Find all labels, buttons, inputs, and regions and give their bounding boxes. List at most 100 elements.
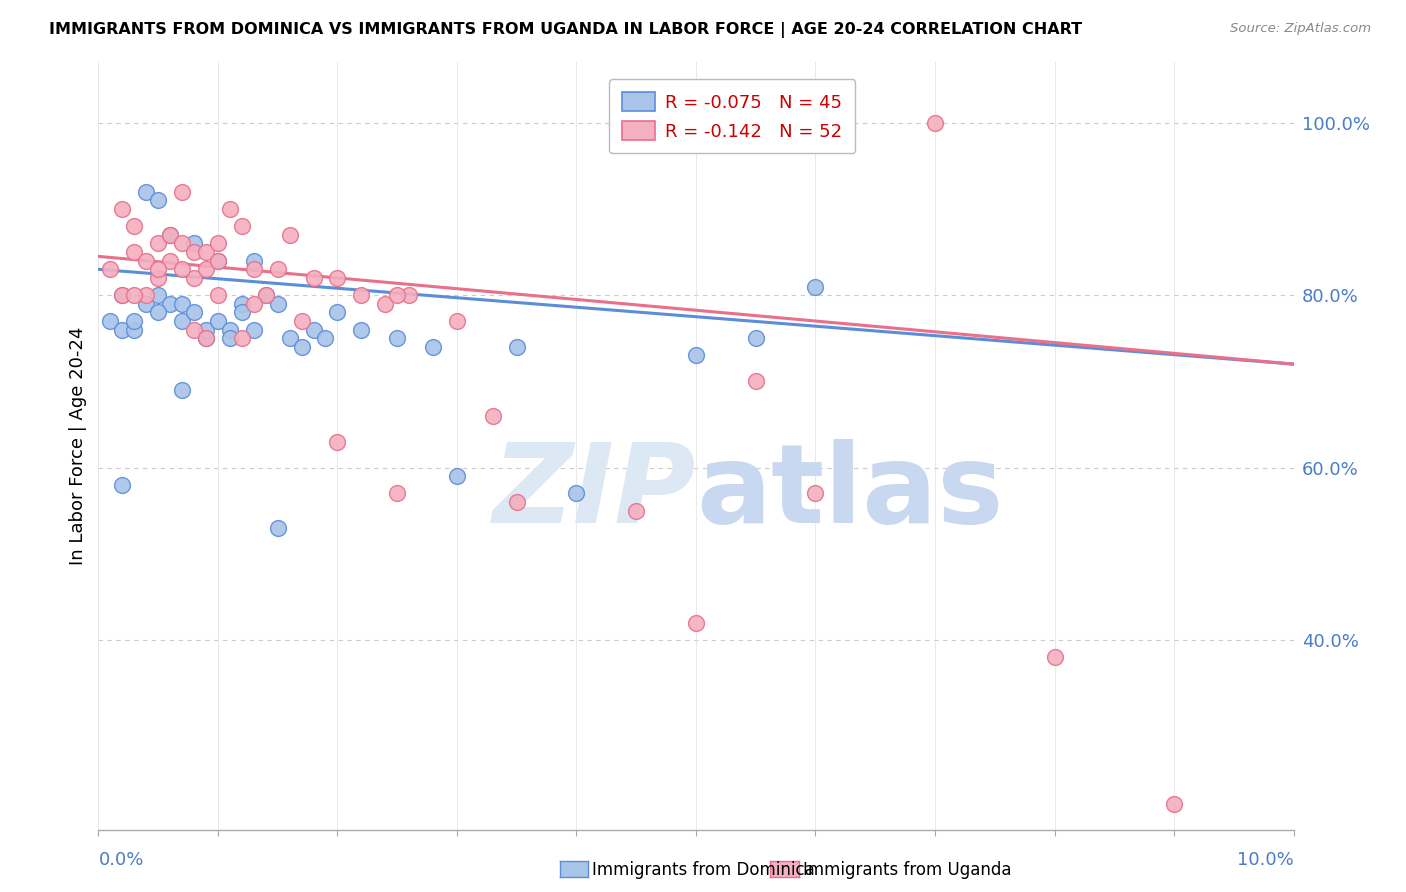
- Point: [183, 271, 205, 285]
- Point: [804, 279, 827, 293]
- Text: 10.0%: 10.0%: [1237, 851, 1294, 869]
- Point: [231, 331, 253, 345]
- Point: [195, 262, 218, 277]
- Point: [159, 227, 181, 242]
- Point: [302, 271, 325, 285]
- Point: [745, 331, 768, 345]
- Point: [148, 271, 170, 285]
- Point: [219, 323, 242, 337]
- Point: [422, 340, 444, 354]
- Y-axis label: In Labor Force | Age 20-24: In Labor Force | Age 20-24: [69, 326, 87, 566]
- Point: [350, 323, 373, 337]
- Point: [148, 262, 170, 277]
- Point: [291, 314, 314, 328]
- Point: [98, 262, 122, 277]
- Point: [124, 245, 146, 260]
- Point: [326, 434, 349, 449]
- Point: [207, 253, 229, 268]
- Point: [207, 253, 229, 268]
- Point: [231, 219, 253, 234]
- Point: [685, 349, 707, 363]
- Point: [278, 227, 301, 242]
- Point: [243, 297, 266, 311]
- Point: [254, 288, 277, 302]
- Point: [231, 305, 253, 319]
- Point: [124, 323, 146, 337]
- Text: Source: ZipAtlas.com: Source: ZipAtlas.com: [1230, 22, 1371, 36]
- Point: [111, 477, 134, 491]
- Point: [159, 253, 181, 268]
- Point: [254, 288, 277, 302]
- Point: [135, 297, 157, 311]
- Point: [148, 288, 170, 302]
- Point: [243, 253, 266, 268]
- Point: [172, 185, 194, 199]
- Point: [506, 495, 529, 509]
- Text: Immigrants from Uganda: Immigrants from Uganda: [803, 861, 1011, 879]
- Point: [219, 331, 242, 345]
- Point: [745, 375, 768, 389]
- Point: [243, 262, 266, 277]
- Point: [183, 305, 205, 319]
- Point: [183, 323, 205, 337]
- Point: [148, 236, 170, 251]
- Text: ZIP: ZIP: [492, 439, 696, 546]
- Legend: R = -0.075   N = 45, R = -0.142   N = 52: R = -0.075 N = 45, R = -0.142 N = 52: [609, 79, 855, 153]
- Point: [207, 314, 229, 328]
- Point: [111, 202, 134, 216]
- Point: [135, 253, 157, 268]
- Point: [1043, 650, 1066, 665]
- Point: [195, 245, 218, 260]
- Point: [398, 288, 420, 302]
- Point: [172, 314, 194, 328]
- Point: [207, 288, 229, 302]
- Point: [267, 297, 290, 311]
- Point: [626, 503, 648, 517]
- Point: [159, 297, 181, 311]
- Point: [374, 297, 396, 311]
- Point: [207, 236, 229, 251]
- Point: [267, 521, 290, 535]
- Point: [924, 116, 946, 130]
- Text: Immigrants from Dominica: Immigrants from Dominica: [592, 861, 814, 879]
- Point: [148, 305, 170, 319]
- Point: [183, 236, 205, 251]
- Point: [278, 331, 301, 345]
- Point: [111, 288, 134, 302]
- Point: [315, 331, 337, 345]
- Point: [124, 314, 146, 328]
- Point: [219, 202, 242, 216]
- Point: [385, 288, 409, 302]
- Point: [148, 194, 170, 208]
- Point: [183, 245, 205, 260]
- Point: [195, 331, 218, 345]
- Point: [302, 323, 325, 337]
- Point: [98, 314, 122, 328]
- Point: [446, 469, 468, 483]
- Point: [291, 340, 314, 354]
- Point: [385, 331, 409, 345]
- Point: [446, 314, 468, 328]
- Point: [804, 486, 827, 500]
- Point: [172, 383, 194, 397]
- Point: [172, 297, 194, 311]
- Point: [565, 486, 588, 500]
- Point: [135, 185, 157, 199]
- Point: [111, 323, 134, 337]
- Point: [267, 262, 290, 277]
- Point: [350, 288, 373, 302]
- Point: [172, 262, 194, 277]
- Point: [195, 331, 218, 345]
- Point: [385, 486, 409, 500]
- Point: [243, 323, 266, 337]
- Text: atlas: atlas: [696, 439, 1004, 546]
- Point: [506, 340, 529, 354]
- Point: [195, 323, 218, 337]
- Point: [135, 288, 157, 302]
- Point: [1163, 797, 1185, 811]
- Point: [685, 615, 707, 630]
- Text: 0.0%: 0.0%: [98, 851, 143, 869]
- Point: [159, 227, 181, 242]
- Point: [326, 271, 349, 285]
- Point: [326, 305, 349, 319]
